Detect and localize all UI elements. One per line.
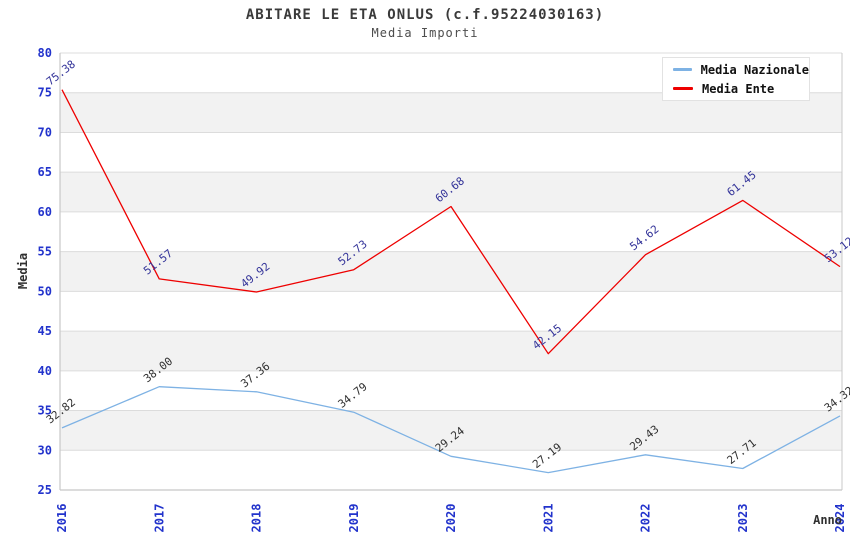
legend-line-swatch-ente: [673, 87, 693, 90]
y-tick-label: 55: [38, 245, 52, 259]
y-tick-label: 50: [38, 284, 52, 298]
y-tick-label: 65: [38, 165, 52, 179]
x-tick-label: 2024: [833, 504, 847, 533]
x-tick-label: 2018: [250, 504, 264, 533]
legend-item-media-ente: Media Ente: [673, 82, 809, 96]
x-tick-label: 2021: [541, 504, 555, 533]
y-tick-label: 80: [38, 46, 52, 60]
x-tick-label: 2022: [639, 504, 653, 533]
y-tick-label: 30: [38, 443, 52, 457]
y-tick-label: 75: [38, 86, 52, 100]
y-tick-label: 25: [38, 483, 52, 497]
y-tick-label: 60: [38, 205, 52, 219]
legend: Media Nazionale Media Ente: [662, 57, 810, 101]
y-tick-label: 35: [38, 404, 52, 418]
data-label: 34.79: [336, 380, 370, 411]
data-label: 75.38: [44, 58, 78, 89]
y-tick-label: 70: [38, 125, 52, 139]
data-label: 34.32: [822, 384, 850, 415]
y-tick-label: 45: [38, 324, 52, 338]
x-tick-label: 2019: [347, 504, 361, 533]
x-tick-label: 2020: [444, 504, 458, 533]
series-line-media-ente: [61, 89, 841, 355]
x-tick-label: 2016: [55, 504, 69, 533]
grid-band: [60, 251, 842, 292]
grid-band: [60, 172, 842, 212]
grid-band: [60, 410, 842, 451]
legend-label: Media Nazionale: [700, 62, 809, 77]
chart-title: ABITARE LE ETA ONLUS (c.f.95224030163): [245, 7, 605, 23]
grid-band: [60, 331, 842, 371]
legend-item-media-nazionale: Media Nazionale: [673, 63, 809, 77]
y-tick-label: 40: [38, 364, 52, 378]
x-tick-label: 2023: [736, 504, 750, 533]
x-tick-label: 2017: [152, 504, 166, 533]
chart-header: ABITARE LE ETA ONLUS (c.f.95224030163) M…: [0, 0, 850, 40]
legend-label: Media Ente: [702, 81, 775, 96]
y-axis-title: Media: [16, 253, 30, 289]
chart-subtitle: Media Importi: [371, 26, 479, 40]
x-axis-title: Anno: [813, 513, 842, 527]
series-line-media-nazionale: [61, 386, 841, 474]
legend-line-swatch-nazionale: [673, 68, 692, 71]
